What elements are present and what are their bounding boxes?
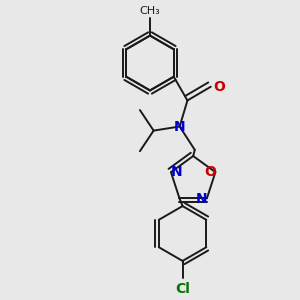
Text: N: N: [171, 165, 182, 178]
Text: N: N: [196, 192, 207, 206]
Text: N: N: [174, 119, 185, 134]
Text: CH₃: CH₃: [140, 6, 160, 16]
Text: O: O: [204, 165, 216, 178]
Text: O: O: [213, 80, 225, 94]
Text: Cl: Cl: [175, 282, 190, 296]
